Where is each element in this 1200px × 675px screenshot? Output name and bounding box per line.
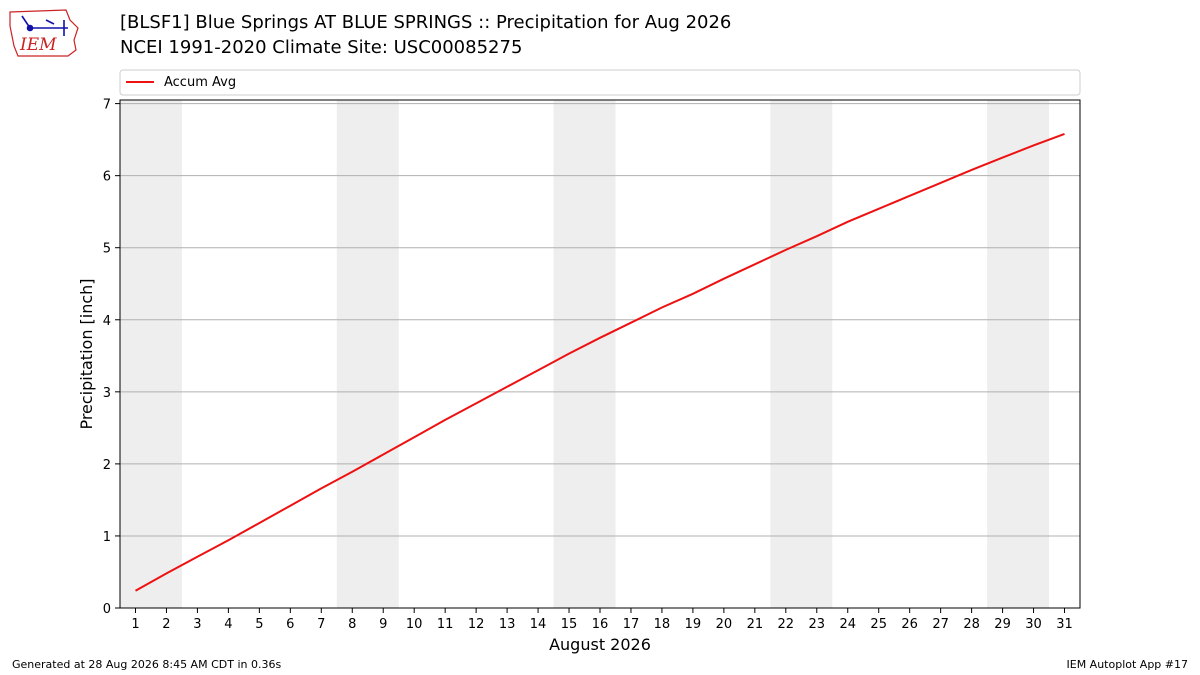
legend: Accum Avg (119, 69, 1081, 96)
logo-text: IEM (19, 35, 57, 55)
legend-box (119, 69, 1081, 96)
x-tick-label: 26 (901, 617, 918, 632)
x-tick-label: 18 (654, 617, 671, 632)
x-tick-label: 10 (406, 617, 423, 632)
y-tick-label: 2 (103, 458, 111, 473)
weather-station-icon (21, 15, 68, 36)
x-tick-label: 31 (1056, 617, 1073, 632)
x-tick-label: 29 (994, 617, 1011, 632)
app-label: IEM Autoplot App #17 (1066, 658, 1189, 671)
x-tick-label: 7 (317, 617, 325, 632)
weekend-band (987, 100, 1050, 608)
x-tick-label: 8 (348, 617, 356, 632)
x-tick-label: 11 (437, 617, 454, 632)
weekend-band (770, 100, 833, 608)
series-lines (135, 132, 1065, 592)
chart-subtitle: NCEI 1991-2020 Climate Site: USC00085275 (120, 37, 523, 58)
x-tick-label: 28 (963, 617, 980, 632)
x-tick-label: 23 (809, 617, 826, 632)
x-tick-label: 1 (131, 617, 139, 632)
weekend-band (120, 100, 182, 608)
y-tick-label: 6 (103, 170, 111, 185)
weekend-bands (120, 100, 1050, 608)
y-tick-label: 4 (103, 314, 111, 329)
x-tick-label: 5 (255, 617, 263, 632)
y-axis-label: Precipitation [inch] (77, 278, 96, 429)
x-tick-label: 25 (870, 617, 887, 632)
y-tick-label: 1 (103, 530, 111, 545)
x-axis-ticks: 1 2 3 4 5 6 7 8 9 10 11 12 13 14 15 16 17 18 19 20 21 22 23 24 2… (131, 608, 1073, 632)
y-tick-label: 0 (103, 602, 111, 617)
generated-timestamp: Generated at 28 Aug 2026 8:45 AM CDT in … (12, 658, 282, 671)
gridlines (120, 103, 1080, 537)
x-tick-label: 17 (623, 617, 640, 632)
x-tick-label: 9 (379, 617, 387, 632)
iem-logo: IEM (9, 9, 79, 57)
y-tick-label: 7 (103, 98, 111, 113)
x-tick-label: 12 (468, 617, 485, 632)
x-tick-label: 16 (592, 617, 609, 632)
x-tick-label: 3 (193, 617, 201, 632)
x-tick-label: 21 (747, 617, 764, 632)
x-tick-label: 22 (778, 617, 795, 632)
x-tick-label: 2 (162, 617, 170, 632)
x-axis-label: August 2026 (549, 635, 651, 654)
y-tick-label: 5 (103, 242, 111, 257)
y-axis-ticks: 0 1 2 3 4 5 6 7 (103, 98, 120, 617)
weekend-band (553, 100, 616, 608)
x-tick-label: 15 (561, 617, 578, 632)
x-tick-label: 24 (839, 617, 856, 632)
x-tick-label: 14 (530, 617, 547, 632)
x-tick-label: 20 (716, 617, 733, 632)
x-tick-label: 6 (286, 617, 294, 632)
y-tick-label: 3 (103, 386, 111, 401)
chart-title: [BLSF1] Blue Springs AT BLUE SPRINGS :: … (120, 12, 732, 33)
legend-entry: Accum Avg (164, 75, 236, 90)
iowa-outline-icon (9, 9, 79, 57)
x-tick-label: 4 (224, 617, 232, 632)
x-tick-label: 27 (932, 617, 949, 632)
x-tick-label: 30 (1025, 617, 1042, 632)
series-line (135, 132, 1065, 592)
x-tick-label: 19 (685, 617, 702, 632)
weekend-band (336, 100, 399, 608)
x-tick-label: 13 (499, 617, 516, 632)
